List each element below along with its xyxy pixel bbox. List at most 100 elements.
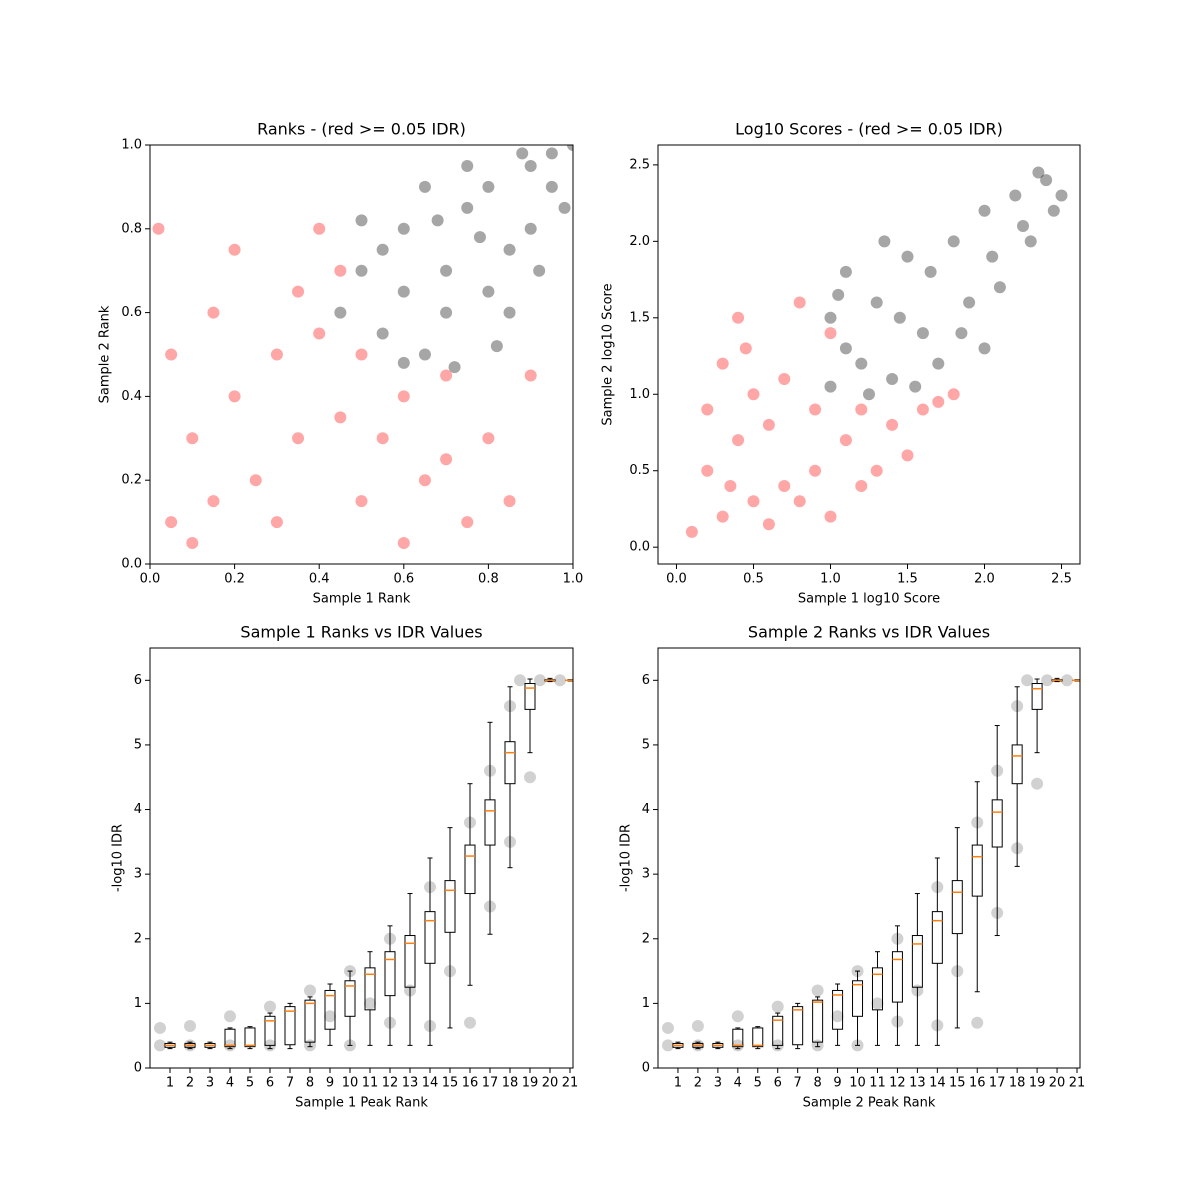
point: [264, 1000, 276, 1013]
point: [839, 342, 852, 355]
x-tick-label: 20: [542, 1076, 559, 1091]
x-tick-label: 9: [326, 1076, 334, 1091]
box: [871, 967, 883, 1011]
x-tick-label: 0.4: [309, 572, 330, 587]
point: [863, 388, 875, 401]
chart-title: Sample 2 Ranks vs IDR Values: [748, 623, 990, 642]
x-tick-label: 2: [186, 1076, 194, 1091]
x-tick-label: 5: [754, 1076, 762, 1091]
y-tick-label: 6: [642, 673, 650, 688]
point: [503, 495, 516, 508]
box: [224, 1028, 236, 1048]
y-axis-label: Sample 2 log10 Score: [601, 283, 616, 425]
point: [1055, 189, 1068, 202]
y-tick-label: 1.0: [121, 138, 142, 153]
box: [832, 989, 844, 1030]
axes-frame: [149, 647, 574, 1069]
point: [993, 281, 1006, 294]
box: [464, 844, 476, 895]
y-tick-label: 0.8: [121, 221, 142, 236]
point: [228, 243, 241, 256]
y-axis-label: -log10 IDR: [111, 824, 126, 892]
point: [716, 510, 729, 523]
point: [558, 201, 571, 214]
point: [482, 432, 495, 445]
y-tick-label: 3: [642, 867, 650, 882]
x-tick-label: 2.5: [1051, 572, 1072, 587]
chart-title: Sample 1 Ranks vs IDR Values: [240, 623, 482, 642]
point: [533, 264, 546, 277]
x-tick-label: 5: [246, 1076, 254, 1091]
y-tick-label: 6: [134, 673, 142, 688]
y-tick-label: 0.2: [121, 473, 142, 488]
x-tick-label: 6: [774, 1076, 782, 1091]
point: [855, 357, 868, 370]
point: [731, 1010, 744, 1023]
x-tick-label: 12: [382, 1076, 399, 1091]
point: [716, 357, 729, 370]
point: [971, 1016, 984, 1029]
y-tick-label: 0: [642, 1061, 650, 1076]
x-tick-label: 13: [909, 1076, 926, 1091]
box: [404, 935, 416, 988]
point: [355, 495, 368, 508]
point: [839, 434, 852, 447]
point: [691, 1020, 704, 1032]
x-tick-label: 11: [362, 1076, 379, 1091]
point: [554, 674, 566, 687]
box: [364, 967, 376, 1011]
point: [448, 361, 461, 374]
box: [344, 980, 356, 1017]
point: [334, 306, 347, 319]
point: [871, 997, 884, 1010]
plot-area: [685, 166, 1068, 538]
point: [514, 674, 526, 687]
x-tick-label: 4: [226, 1076, 234, 1091]
y-tick-label: 0.5: [629, 463, 650, 478]
x-tick-label: 17: [482, 1076, 499, 1091]
x-tick-label: 16: [462, 1076, 479, 1091]
x-axis-label: Sample 2 Peak Rank: [803, 1096, 936, 1111]
point: [893, 311, 906, 324]
box: [484, 799, 496, 846]
y-tick-label: 2.5: [629, 157, 650, 172]
point: [1047, 204, 1060, 217]
x-tick-label: 1: [166, 1076, 174, 1091]
point: [355, 214, 368, 227]
point: [1031, 777, 1044, 790]
point: [870, 296, 883, 309]
point: [524, 222, 537, 235]
x-axis-label: Sample 1 Rank: [313, 592, 411, 607]
x-tick-label: 15: [949, 1076, 966, 1091]
point: [473, 231, 486, 244]
box: [812, 999, 824, 1043]
point: [186, 432, 199, 445]
point: [461, 201, 474, 214]
point: [207, 495, 220, 508]
point: [304, 984, 316, 997]
point: [364, 997, 376, 1010]
x-tick-label: 0.6: [393, 572, 414, 587]
point: [901, 449, 914, 462]
box: [304, 999, 316, 1043]
point: [955, 327, 968, 340]
x-tick-label: 17: [989, 1076, 1006, 1091]
point: [1021, 674, 1034, 687]
point: [224, 1010, 236, 1023]
point: [503, 243, 516, 256]
y-tick-label: 2: [134, 931, 142, 946]
point: [732, 311, 745, 324]
chart-title: Ranks - (red >= 0.05 IDR): [257, 120, 466, 139]
point: [824, 510, 837, 523]
x-tick-label: 8: [813, 1076, 821, 1091]
box: [444, 880, 456, 933]
x-tick-label: 15: [442, 1076, 459, 1091]
y-tick-label: 4: [642, 802, 650, 817]
point: [661, 1039, 674, 1052]
point: [186, 537, 199, 550]
point: [909, 380, 922, 393]
x-tick-label: 0.2: [224, 572, 245, 587]
plot-area: [661, 674, 1080, 1052]
point: [778, 480, 791, 493]
point: [482, 180, 495, 193]
